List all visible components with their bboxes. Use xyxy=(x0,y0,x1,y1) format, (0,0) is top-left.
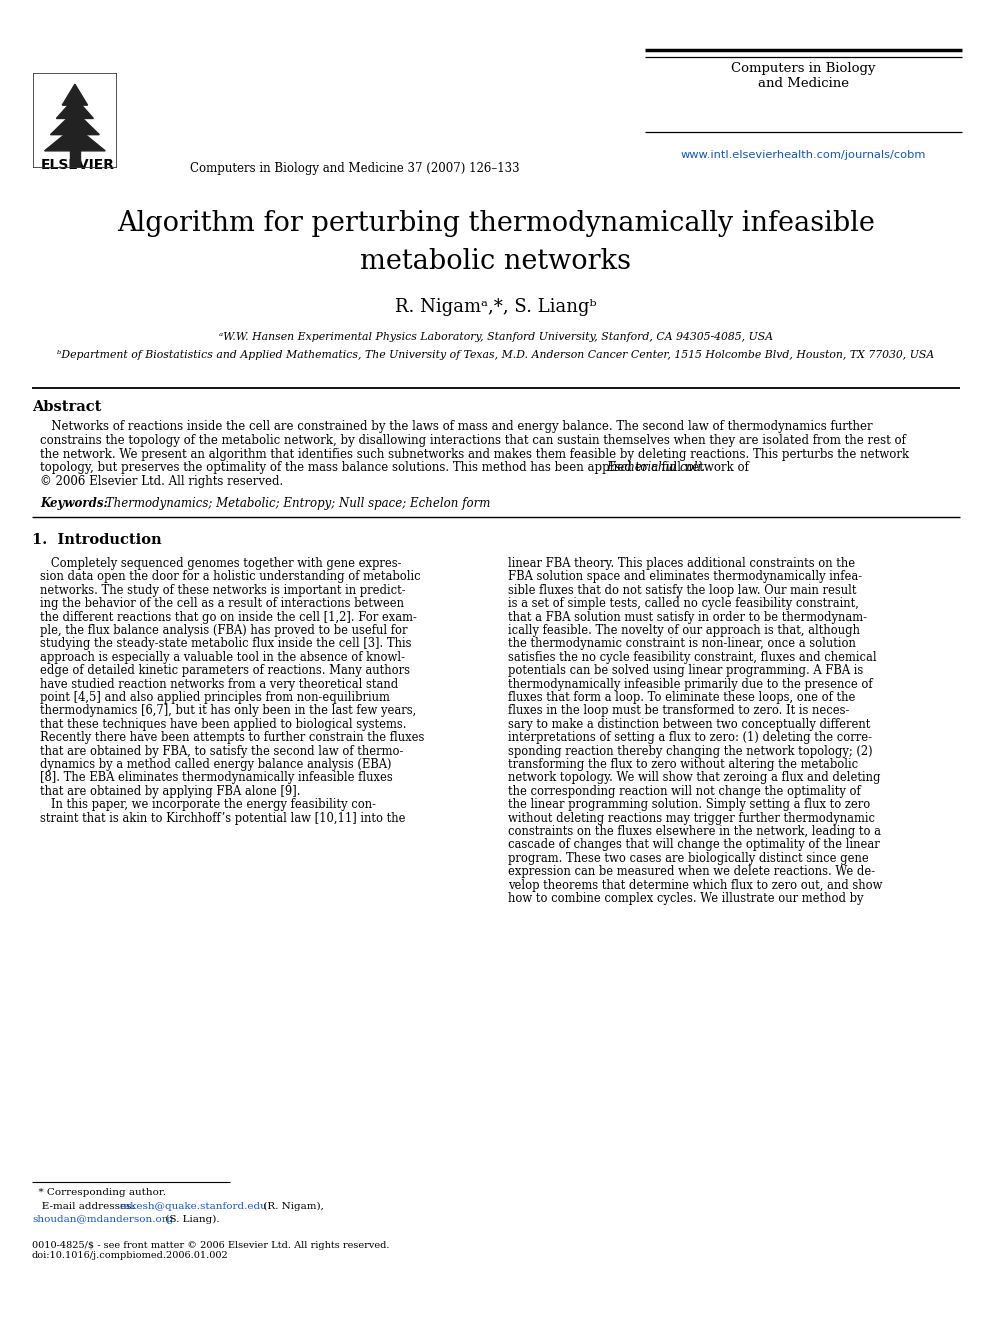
Text: thermodynamically infeasible primarily due to the presence of: thermodynamically infeasible primarily d… xyxy=(508,677,873,691)
Text: thermodynamics [6,7], but it has only been in the last few years,: thermodynamics [6,7], but it has only be… xyxy=(40,704,417,717)
Text: Networks of reactions inside the cell are constrained by the laws of mass and en: Networks of reactions inside the cell ar… xyxy=(40,419,873,433)
Text: transforming the flux to zero without altering the metabolic: transforming the flux to zero without al… xyxy=(508,758,858,771)
Polygon shape xyxy=(51,111,99,135)
Polygon shape xyxy=(57,98,93,119)
Text: the network. We present an algorithm that identifies such subnetworks and makes : the network. We present an algorithm tha… xyxy=(40,447,909,460)
Text: the thermodynamic constraint is non-linear, once a solution: the thermodynamic constraint is non-line… xyxy=(508,638,856,651)
Text: shoudan@mdanderson.org: shoudan@mdanderson.org xyxy=(32,1215,174,1224)
Text: that are obtained by applying FBA alone [9].: that are obtained by applying FBA alone … xyxy=(40,785,301,798)
Text: Escherichia coli.: Escherichia coli. xyxy=(606,462,705,475)
Text: constraints on the fluxes elsewhere in the network, leading to a: constraints on the fluxes elsewhere in t… xyxy=(508,826,881,837)
Text: sible fluxes that do not satisfy the loop law. Our main result: sible fluxes that do not satisfy the loo… xyxy=(508,583,856,597)
Text: 0010-4825/$ - see front matter © 2006 Elsevier Ltd. All rights reserved.
doi:10.: 0010-4825/$ - see front matter © 2006 El… xyxy=(32,1241,390,1261)
Text: ᵇDepartment of Biostatistics and Applied Mathematics, The University of Texas, M: ᵇDepartment of Biostatistics and Applied… xyxy=(58,351,934,360)
Text: how to combine complex cycles. We illustrate our method by: how to combine complex cycles. We illust… xyxy=(508,892,863,905)
Text: metabolic networks: metabolic networks xyxy=(360,247,632,275)
Text: (S. Liang).: (S. Liang). xyxy=(162,1215,219,1224)
Text: point [4,5] and also applied principles from non-equilibrium: point [4,5] and also applied principles … xyxy=(40,691,390,704)
Text: (R. Nigam),: (R. Nigam), xyxy=(260,1203,323,1211)
Text: Abstract: Abstract xyxy=(32,400,101,414)
Text: topology, but preserves the optimality of the mass balance solutions. This metho: topology, but preserves the optimality o… xyxy=(40,462,753,475)
Text: In this paper, we incorporate the energy feasibility con-: In this paper, we incorporate the energy… xyxy=(40,798,376,811)
Text: the corresponding reaction will not change the optimality of: the corresponding reaction will not chan… xyxy=(508,785,861,798)
Text: dynamics by a method called energy balance analysis (EBA): dynamics by a method called energy balan… xyxy=(40,758,392,771)
Text: R. Nigamᵃ,*, S. Liangᵇ: R. Nigamᵃ,*, S. Liangᵇ xyxy=(395,298,597,316)
Text: satisfies the no cycle feasibility constraint, fluxes and chemical: satisfies the no cycle feasibility const… xyxy=(508,651,877,664)
Text: edge of detailed kinetic parameters of reactions. Many authors: edge of detailed kinetic parameters of r… xyxy=(40,664,410,677)
Text: the linear programming solution. Simply setting a flux to zero: the linear programming solution. Simply … xyxy=(508,798,870,811)
Text: sponding reaction thereby changing the network topology; (2): sponding reaction thereby changing the n… xyxy=(508,745,873,758)
Text: constrains the topology of the metabolic network, by disallowing interactions th: constrains the topology of the metabolic… xyxy=(40,434,906,447)
Text: Completely sequenced genomes together with gene expres-: Completely sequenced genomes together wi… xyxy=(40,557,402,570)
Text: Keywords:: Keywords: xyxy=(40,497,108,509)
Text: have studied reaction networks from a very theoretical stand: have studied reaction networks from a ve… xyxy=(40,677,398,691)
Text: that are obtained by FBA, to satisfy the second law of thermo-: that are obtained by FBA, to satisfy the… xyxy=(40,745,404,758)
Text: www.intl.elsevierhealth.com/journals/cobm: www.intl.elsevierhealth.com/journals/cob… xyxy=(681,149,926,160)
Text: Algorithm for perturbing thermodynamically infeasible: Algorithm for perturbing thermodynamical… xyxy=(117,210,875,237)
Text: expression can be measured when we delete reactions. We de-: expression can be measured when we delet… xyxy=(508,865,875,878)
Text: E-mail addresses:: E-mail addresses: xyxy=(32,1203,138,1211)
Text: Computers in Biology and Medicine 37 (2007) 126–133: Computers in Biology and Medicine 37 (20… xyxy=(190,161,520,175)
Text: cascade of changes that will change the optimality of the linear: cascade of changes that will change the … xyxy=(508,839,880,852)
Polygon shape xyxy=(69,142,80,168)
Text: ically feasible. The novelty of our approach is that, although: ically feasible. The novelty of our appr… xyxy=(508,624,860,636)
Text: 1.  Introduction: 1. Introduction xyxy=(32,533,162,546)
Text: © 2006 Elsevier Ltd. All rights reserved.: © 2006 Elsevier Ltd. All rights reserved… xyxy=(40,475,284,488)
Text: Thermodynamics; Metabolic; Entropy; Null space; Echelon form: Thermodynamics; Metabolic; Entropy; Null… xyxy=(102,497,490,509)
Text: Recently there have been attempts to further constrain the fluxes: Recently there have been attempts to fur… xyxy=(40,732,425,745)
Text: studying the steady-state metabolic flux inside the cell [3]. This: studying the steady-state metabolic flux… xyxy=(40,638,412,651)
Text: the different reactions that go on inside the cell [1,2]. For exam-: the different reactions that go on insid… xyxy=(40,611,417,623)
Text: [8]. The EBA eliminates thermodynamically infeasible fluxes: [8]. The EBA eliminates thermodynamicall… xyxy=(40,771,393,785)
Text: velop theorems that determine which flux to zero out, and show: velop theorems that determine which flux… xyxy=(508,878,883,892)
Polygon shape xyxy=(62,85,87,105)
Text: Computers in Biology
and Medicine: Computers in Biology and Medicine xyxy=(731,62,875,90)
Text: * Corresponding author.: * Corresponding author. xyxy=(32,1188,166,1197)
Text: ELSEVIER: ELSEVIER xyxy=(41,157,115,172)
Text: rakesh@quake.stanford.edu: rakesh@quake.stanford.edu xyxy=(120,1203,268,1211)
Text: potentials can be solved using linear programming. A FBA is: potentials can be solved using linear pr… xyxy=(508,664,863,677)
Text: interpretations of setting a flux to zero: (1) deleting the corre-: interpretations of setting a flux to zer… xyxy=(508,732,872,745)
Text: network topology. We will show that zeroing a flux and deleting: network topology. We will show that zero… xyxy=(508,771,881,785)
Text: straint that is akin to Kirchhoff’s potential law [10,11] into the: straint that is akin to Kirchhoff’s pote… xyxy=(40,811,406,824)
Text: networks. The study of these networks is important in predict-: networks. The study of these networks is… xyxy=(40,583,406,597)
Text: that a FBA solution must satisfy in order to be thermodynam-: that a FBA solution must satisfy in orde… xyxy=(508,611,867,623)
Text: sary to make a distinction between two conceptually different: sary to make a distinction between two c… xyxy=(508,718,870,730)
Text: program. These two cases are biologically distinct since gene: program. These two cases are biologicall… xyxy=(508,852,869,865)
Text: that these techniques have been applied to biological systems.: that these techniques have been applied … xyxy=(40,718,407,730)
Text: ing the behavior of the cell as a result of interactions between: ing the behavior of the cell as a result… xyxy=(40,597,404,610)
Text: linear FBA theory. This places additional constraints on the: linear FBA theory. This places additiona… xyxy=(508,557,855,570)
Text: without deleting reactions may trigger further thermodynamic: without deleting reactions may trigger f… xyxy=(508,811,875,824)
Polygon shape xyxy=(45,126,105,151)
Text: fluxes that form a loop. To eliminate these loops, one of the: fluxes that form a loop. To eliminate th… xyxy=(508,691,855,704)
Text: approach is especially a valuable tool in the absence of knowl-: approach is especially a valuable tool i… xyxy=(40,651,405,664)
Text: sion data open the door for a holistic understanding of metabolic: sion data open the door for a holistic u… xyxy=(40,570,421,583)
Text: is a set of simple tests, called no cycle feasibility constraint,: is a set of simple tests, called no cycl… xyxy=(508,597,859,610)
Text: FBA solution space and eliminates thermodynamically infea-: FBA solution space and eliminates thermo… xyxy=(508,570,862,583)
Text: ple, the flux balance analysis (FBA) has proved to be useful for: ple, the flux balance analysis (FBA) has… xyxy=(40,624,408,636)
Text: fluxes in the loop must be transformed to zero. It is neces-: fluxes in the loop must be transformed t… xyxy=(508,704,849,717)
Text: ᵃW.W. Hansen Experimental Physics Laboratory, Stanford University, Stanford, CA : ᵃW.W. Hansen Experimental Physics Labora… xyxy=(219,332,773,343)
